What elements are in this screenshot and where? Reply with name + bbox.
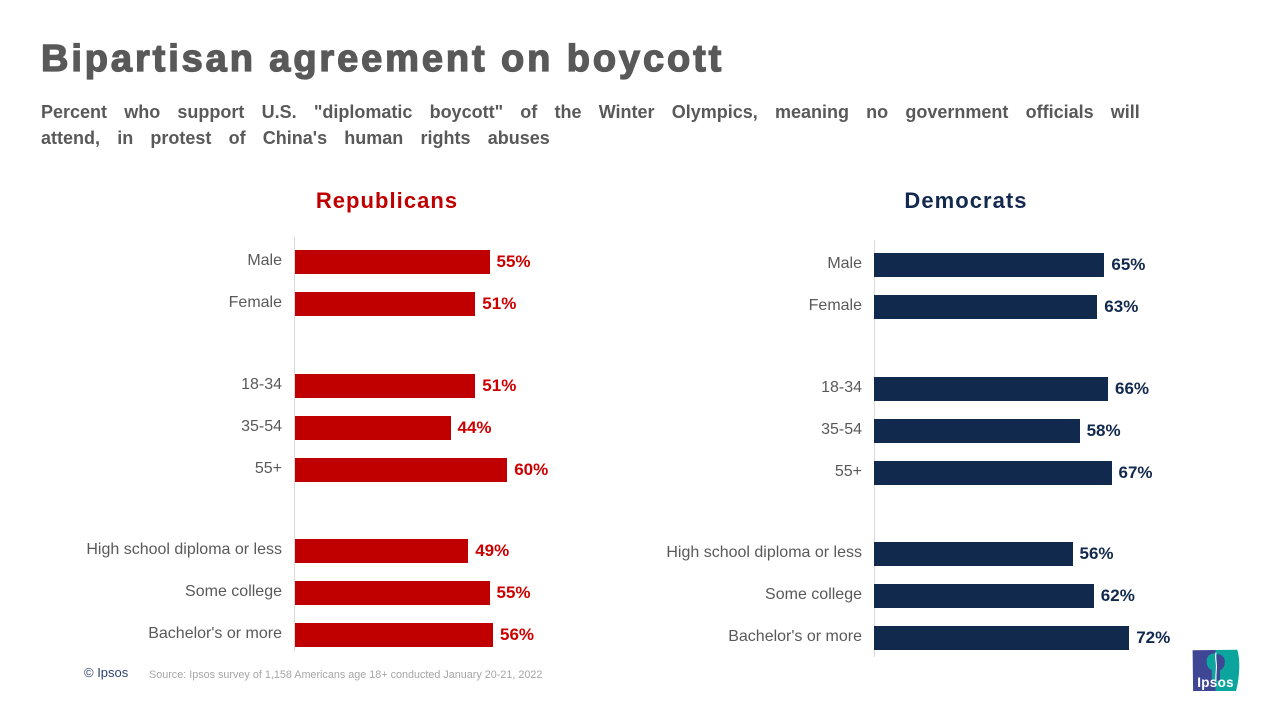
svg-text:Ipsos: Ipsos (1197, 675, 1234, 690)
